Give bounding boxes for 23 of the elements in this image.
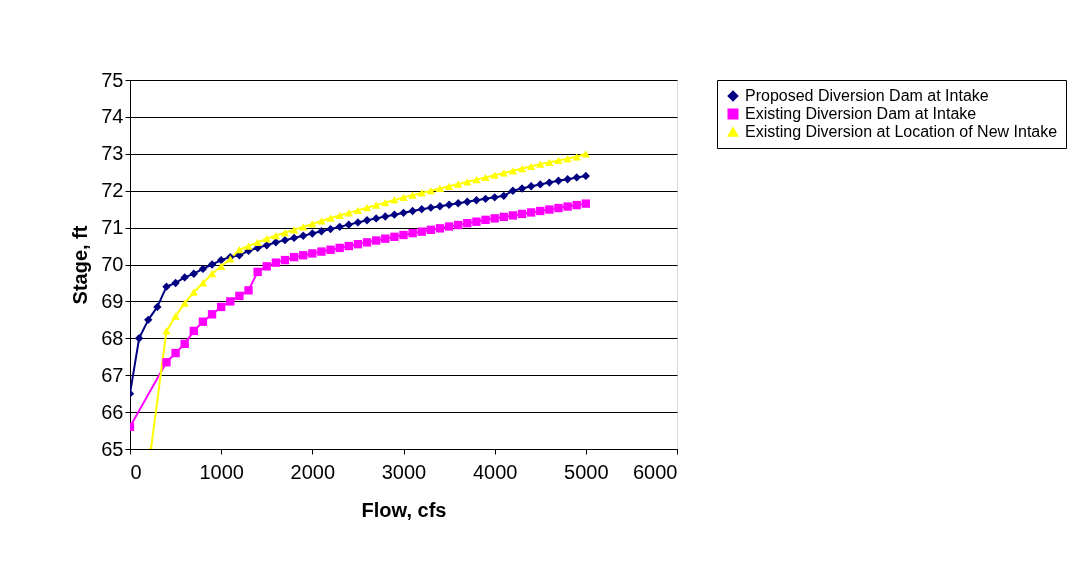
- x-axis-title: Flow, cfs: [361, 498, 447, 521]
- y-tick-label: 71: [101, 216, 124, 239]
- y-tick-label: 68: [101, 326, 124, 349]
- legend-label: Proposed Diversion Dam at Intake: [745, 87, 989, 104]
- y-tick-label: 65: [101, 437, 124, 460]
- y-tick-label: 66: [101, 400, 124, 423]
- x-tick-label: 6000: [633, 460, 678, 483]
- x-tick-label: 3000: [381, 460, 427, 483]
- x-tick-label: 5000: [564, 460, 609, 483]
- x-tick-label: 0: [130, 460, 142, 483]
- y-axis-title: Stage, ft: [69, 225, 92, 305]
- y-tick-label: 74: [101, 105, 124, 128]
- y-tick-label: 73: [101, 142, 124, 165]
- y-tick-label: 75: [101, 68, 124, 91]
- y-tick-label: 70: [101, 253, 124, 275]
- y-tick-label: 72: [101, 179, 124, 202]
- y-tick-label: 69: [101, 289, 124, 312]
- x-tick-label: 1000: [199, 460, 244, 483]
- legend-label: Existing Diversion at Location of New Intake: [745, 123, 1058, 140]
- legend-label: Existing Diversion Dam at Intake: [745, 105, 977, 122]
- x-tick-label: 4000: [472, 460, 518, 483]
- x-tick-label: 2000: [290, 460, 336, 483]
- y-tick-label: 67: [101, 363, 124, 386]
